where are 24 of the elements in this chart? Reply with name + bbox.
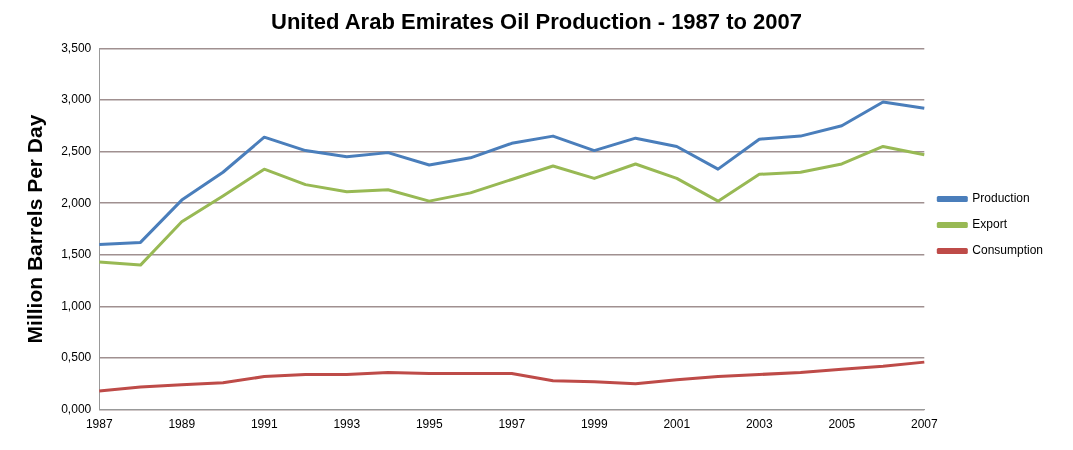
x-tick-label: 1997 bbox=[498, 417, 526, 432]
legend-label: Export bbox=[972, 217, 1008, 232]
y-tick-label: 0,000 bbox=[61, 401, 92, 416]
x-tick-label: 1989 bbox=[168, 417, 196, 432]
y-tick-label: 3,500 bbox=[61, 40, 92, 55]
y-tick-label: 1,500 bbox=[61, 247, 92, 262]
legend-label: Production bbox=[972, 191, 1030, 206]
y-tick-label: 3,000 bbox=[61, 92, 92, 107]
x-tick-label: 1995 bbox=[415, 417, 443, 432]
x-tick-label: 2007 bbox=[910, 417, 938, 432]
x-tick-label: 2001 bbox=[663, 417, 691, 432]
x-tick-label: 1987 bbox=[85, 417, 113, 432]
y-tick-label: 2,000 bbox=[61, 195, 92, 210]
x-tick-label: 2005 bbox=[828, 417, 856, 432]
legend-label: Consumption bbox=[972, 243, 1044, 258]
y-tick-label: 2,500 bbox=[61, 143, 92, 158]
x-tick-label: 2003 bbox=[745, 417, 773, 432]
x-tick-label: 1991 bbox=[250, 417, 278, 432]
x-tick-label: 1993 bbox=[333, 417, 361, 432]
y-tick-label: 1,000 bbox=[61, 298, 92, 313]
x-tick-label: 1999 bbox=[580, 417, 608, 432]
y-tick-label: 0,500 bbox=[61, 350, 92, 365]
y-axis-title: Million Barrels Per Day bbox=[23, 114, 47, 344]
chart-title: United Arab Emirates Oil Production - 1987 to 2007 bbox=[271, 9, 802, 35]
